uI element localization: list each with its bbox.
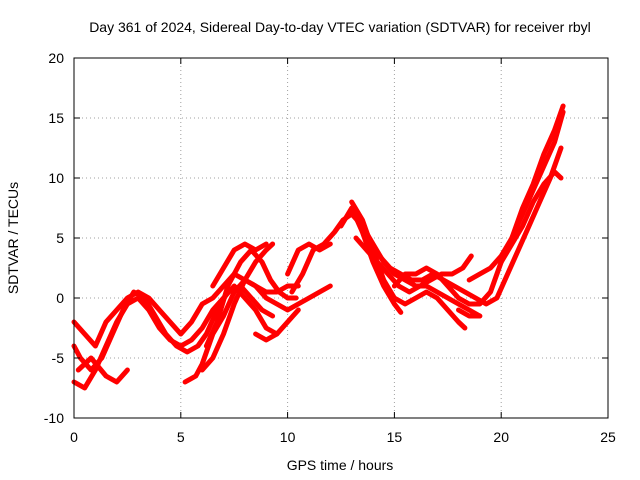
y-tick-label: 15 <box>48 110 64 126</box>
series-track-8 <box>210 241 269 289</box>
y-tick-label: 10 <box>48 170 64 186</box>
axis-ticks: 0 5 10 15 20 25 -10 -5 0 5 10 15 20 <box>44 50 616 445</box>
x-tick-label: 0 <box>70 429 78 445</box>
series-track-13 <box>349 199 468 331</box>
grid <box>74 58 608 418</box>
series-group <box>71 103 566 391</box>
y-tick-label: -5 <box>52 350 65 366</box>
series-track-5 <box>182 277 333 385</box>
y-tick-label: -10 <box>44 410 64 426</box>
x-tick-label: 25 <box>600 429 616 445</box>
series-track-10 <box>285 241 333 277</box>
series-track-17 <box>466 103 566 283</box>
y-axis-label: SDTVAR / TECUs <box>5 182 21 294</box>
series-track-9 <box>253 331 280 343</box>
series-track-16 <box>391 109 566 307</box>
x-tick-label: 10 <box>280 429 296 445</box>
x-axis-label: GPS time / hours <box>287 457 394 473</box>
x-tick-label: 20 <box>493 429 509 445</box>
series-track-14 <box>353 235 474 295</box>
series-track-7 <box>203 247 299 349</box>
y-tick-label: 0 <box>56 290 64 306</box>
series-track-19 <box>456 307 483 319</box>
series-track-18 <box>498 169 564 265</box>
series-track-6 <box>199 241 276 373</box>
series-track-4 <box>75 355 130 385</box>
series-track-12 <box>338 205 404 315</box>
y-tick-label: 5 <box>56 230 64 246</box>
chart-title: Day 361 of 2024, Sidereal Day-to-day VTE… <box>89 19 591 35</box>
x-tick-label: 15 <box>387 429 403 445</box>
x-tick-label: 5 <box>177 429 185 445</box>
series-track-15 <box>366 145 564 307</box>
series-track-3 <box>71 283 301 391</box>
y-tick-label: 20 <box>48 50 64 66</box>
